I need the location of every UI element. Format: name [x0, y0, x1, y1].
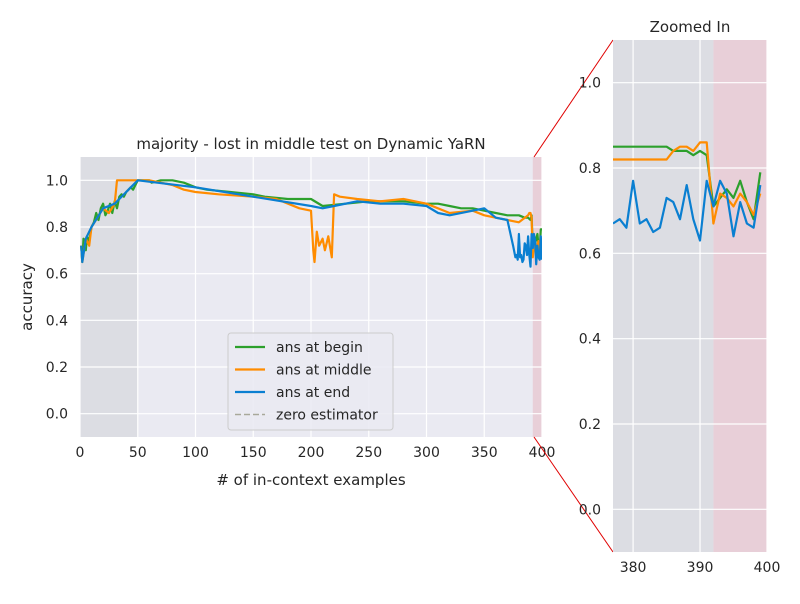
zoom-y-tick-label-5: 1.0	[579, 76, 601, 92]
main-chart-title: majority - lost in middle test on Dynami…	[136, 135, 485, 153]
main-y-tick-label-5: 1.0	[46, 173, 68, 189]
main-x-tick-label-5: 250	[355, 445, 382, 461]
legend-box	[227, 332, 394, 431]
zoom-shaded-region-1	[713, 40, 767, 552]
zoom-connector-bottom	[533, 436, 614, 553]
legend-entry-1: ans at middle	[276, 363, 372, 379]
zoom-x-tick-label-0: 380	[620, 560, 647, 576]
main-shaded-region-1	[532, 157, 542, 437]
zoom-shaded-region-0	[613, 40, 714, 552]
main-x-tick-label-6: 300	[413, 445, 440, 461]
zoom-y-tick-label-4: 0.8	[579, 161, 601, 177]
zoom-series-line-0	[613, 145, 762, 221]
zoom-chart-title: Zoomed In	[650, 18, 731, 36]
main-series-line-2	[80, 179, 542, 268]
main-series-line-1	[80, 179, 542, 264]
zoom-chart: 380 390 400 0.0 0.2 0.4 0.6 0.8 1.0 Zoomed In	[579, 18, 781, 576]
zoom-series-line-2	[613, 179, 762, 242]
main-x-tick-label-4: 200	[298, 445, 325, 461]
main-y-tick-label-1: 0.2	[46, 360, 68, 376]
zoom-series-line-1	[613, 141, 762, 225]
zoom-x-tick-label-2: 400	[754, 560, 781, 576]
zoom-y-tick-label-3: 0.6	[579, 246, 601, 262]
main-x-tick-label-2: 100	[182, 445, 209, 461]
main-y-tick-label-2: 0.4	[46, 313, 68, 329]
main-x-tick-label-0: 0	[76, 445, 85, 461]
main-y-tick-label-0: 0.0	[46, 407, 68, 423]
zoom-connector-top	[533, 39, 614, 158]
zoom-x-tick-label-1: 390	[687, 560, 714, 576]
main-x-tick-label-7: 350	[471, 445, 498, 461]
zoom-y-tick-label-0: 0.0	[579, 502, 601, 518]
legend-entry-0: ans at begin	[276, 340, 363, 356]
main-y-tick-label-3: 0.6	[46, 267, 68, 283]
legend-entry-2: ans at end	[276, 385, 350, 401]
main-x-axis-label: # of in-context examples	[216, 471, 406, 489]
main-x-tick-label-8: 400	[529, 445, 556, 461]
main-y-tick-label-4: 0.8	[46, 220, 68, 236]
main-shaded-region-0	[80, 157, 138, 437]
main-x-tick-label-1: 50	[129, 445, 147, 461]
main-chart: 0 50 100 150 200 250 300 350 400 0.0 0.2 0.4 0.6 0.8…	[18, 135, 555, 489]
zoom-y-tick-label-2: 0.4	[579, 332, 601, 348]
main-y-axis-label: accuracy	[18, 263, 36, 331]
zoom-y-tick-label-1: 0.2	[579, 417, 601, 433]
main-series-line-0	[80, 179, 542, 264]
legend-entry-3: zero estimator	[276, 408, 378, 424]
main-x-tick-label-3: 150	[240, 445, 267, 461]
legend: ans at begin ans at middle ans at end zero …	[227, 332, 394, 431]
